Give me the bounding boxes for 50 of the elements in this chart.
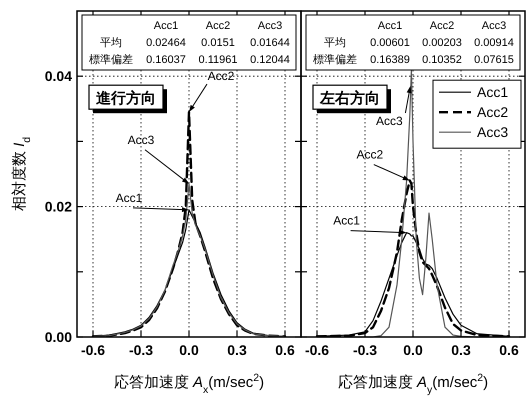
- annotation: 0.12044: [250, 54, 290, 66]
- legend-label: Acc1: [477, 84, 508, 100]
- text: Acc2: [208, 69, 235, 84]
- annotation: 0.0151: [201, 37, 235, 49]
- x-tick-label: 0.6: [499, 342, 519, 358]
- annotation: 0.16037: [146, 54, 186, 66]
- panel-label: 左右方向: [312, 84, 391, 114]
- y-tick-label: 0.04: [44, 68, 72, 84]
- legend-label: Acc3: [477, 124, 508, 140]
- x-axis-title: 応答加速度 A$_{x}$(m/sec$^{2}$): [114, 372, 264, 396]
- annotation: 0.01644: [250, 37, 290, 49]
- annotation: 左右方向: [319, 89, 380, 108]
- annotation: 進行方向: [95, 89, 156, 108]
- annotation: Acc3: [258, 20, 282, 32]
- annotation: 0.00914: [474, 37, 514, 49]
- annotation: Acc1: [378, 20, 402, 32]
- x-tick-label: 0.3: [227, 342, 247, 358]
- x-tick-label: 0.3: [451, 342, 471, 358]
- annotation: 平均: [100, 37, 122, 49]
- annotation: 0.11961: [198, 54, 238, 66]
- annotation: Acc2: [430, 20, 454, 32]
- x-tick-label: -0.3: [128, 342, 154, 358]
- legend-label: Acc2: [477, 104, 508, 120]
- x-tick-label: -0.3: [352, 342, 378, 358]
- text: Acc3: [128, 132, 155, 147]
- annotation: Acc1: [154, 20, 178, 32]
- annotation: 0.10352: [422, 54, 462, 66]
- text: Acc3: [376, 114, 403, 128]
- annotation: 0.00601: [370, 37, 410, 49]
- text: Acc1: [333, 214, 360, 228]
- annotation: Acc3: [482, 20, 506, 32]
- x-tick-label: 0.0: [403, 342, 423, 358]
- x-tick-label: -0.6: [304, 342, 330, 358]
- x-axis-title: 応答加速度 A$_{y}$(m/sec$^{2}$): [338, 372, 488, 396]
- x-tick-label: 0.0: [179, 342, 199, 358]
- panel-label: 進行方向: [88, 84, 167, 114]
- annotation: 0.16389: [370, 54, 410, 66]
- y-tick-label: 0.02: [44, 198, 72, 215]
- annotation: 0.07615: [474, 54, 514, 66]
- text: Acc1: [116, 190, 143, 205]
- annotation: 標準偏差: [313, 54, 357, 66]
- annotation: Acc2: [206, 20, 230, 32]
- y-tick-label: 0.00: [44, 329, 72, 345]
- x-tick-label: -0.6: [80, 342, 106, 358]
- x-tick-label: 0.6: [275, 342, 295, 358]
- annotation: 0.00203: [422, 37, 462, 49]
- annotation: 0.02464: [146, 37, 186, 49]
- annotation: 標準偏差: [89, 54, 133, 66]
- annotation: 平均: [324, 37, 346, 49]
- text: Acc2: [356, 148, 384, 162]
